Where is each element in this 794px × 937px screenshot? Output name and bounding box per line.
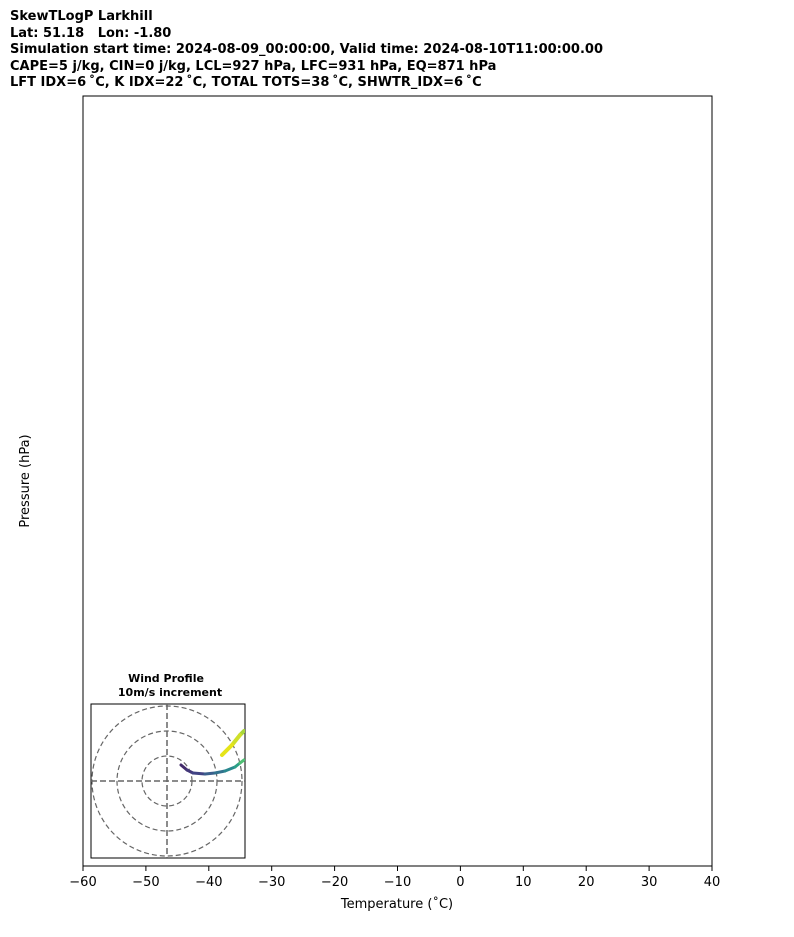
hodograph-segment (238, 758, 245, 765)
hodograph-segment (191, 771, 207, 776)
station-title: SkewTLogP Larkhill (10, 9, 153, 24)
simulation-times: Simulation start time: 2024-08-09_00:00:… (10, 42, 603, 57)
x-tick-label: 0 (456, 875, 464, 890)
x-tick-label: −50 (132, 875, 159, 890)
x-axis-label: Temperature (˚C) (340, 896, 453, 912)
x-tick-label: 10 (515, 875, 532, 890)
index-values: LFT IDX=6 ˚C, K IDX=22 ˚C, TOTAL TOTS=38… (10, 75, 482, 90)
x-tick-label: −60 (69, 875, 96, 890)
inset-plot (91, 704, 245, 858)
stability-indices: CAPE=5 j/kg, CIN=0 j/kg, LCL=927 hPa, LF… (10, 58, 497, 74)
hodograph-segment (203, 771, 217, 776)
hodograph-segment (220, 743, 234, 757)
x-tick-label: 30 (641, 875, 658, 890)
x-tick-label: −40 (195, 875, 222, 890)
chart-header: SkewTLogP Larkhill Lat: 51.18 Lon: -1.80… (10, 9, 603, 92)
hodograph-segment (213, 769, 227, 775)
inset-title: Wind Profile (128, 672, 204, 685)
x-tick-label: 20 (578, 875, 595, 890)
x-tick-label: −10 (384, 875, 411, 890)
axes: −60−50−40−30−20−100102030401002003004005… (69, 866, 721, 890)
y-axis-label: Pressure (hPa) (18, 434, 33, 527)
station-coordinates: Lat: 51.18 Lon: -1.80 (10, 25, 172, 41)
hodograph-segment (223, 765, 237, 773)
x-tick-label: −30 (258, 875, 285, 890)
x-tick-label: 40 (704, 875, 721, 890)
inset-subtitle: 10m/s increment (118, 686, 222, 699)
hodograph-segment (230, 733, 242, 747)
x-tick-label: −20 (321, 875, 348, 890)
